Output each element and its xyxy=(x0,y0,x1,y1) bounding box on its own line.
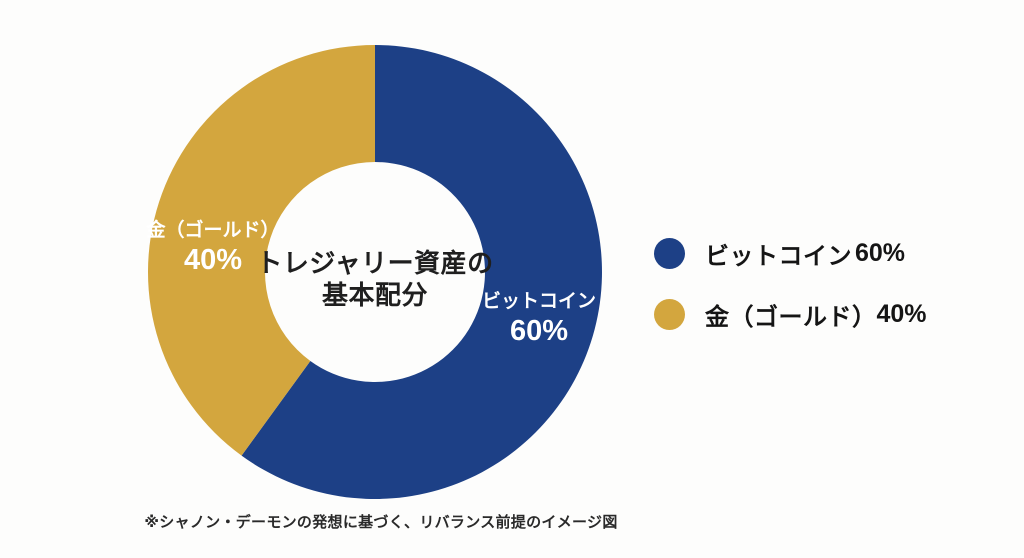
legend-label-bitcoin: ビットコイン xyxy=(705,243,852,270)
legend-label-gold: 金（ゴールド） xyxy=(705,304,877,331)
donut-chart xyxy=(147,45,602,499)
slice-label-gold-pct: 40% xyxy=(183,244,243,276)
slice-label-gold: 金（ゴールド） 40% xyxy=(128,218,298,276)
legend-value-bitcoin: 60% xyxy=(855,239,906,267)
chart-center-title-line1: トレジャリー資産の xyxy=(256,248,494,278)
legend-item-gold: 金（ゴールド） 40% xyxy=(654,297,927,332)
footnote: ※シャノン・デーモンの発想に基づく、リバランス前提のイメージ図 xyxy=(144,514,618,531)
pie-slice-gold xyxy=(147,45,375,456)
legend-value-gold: 40% xyxy=(876,300,927,328)
legend-item-bitcoin: ビットコイン 60% xyxy=(654,236,927,271)
slice-label-bitcoin-pct: 60% xyxy=(509,315,569,347)
slice-label-bitcoin: ビットコイン 60% xyxy=(459,289,619,347)
legend-swatch-gold-icon xyxy=(654,299,685,330)
chart-center-title-line2: 基本配分 xyxy=(321,280,428,310)
pie-slice-bitcoin xyxy=(241,45,602,499)
slice-label-gold-name: 金（ゴールド） xyxy=(146,220,280,241)
legend: ビットコイン 60% 金（ゴールド） 40% xyxy=(654,236,927,332)
slice-label-bitcoin-name: ビットコイン xyxy=(481,291,596,312)
chart-center-title: トレジャリー資産の 基本配分 xyxy=(225,247,525,311)
legend-swatch-bitcoin-icon xyxy=(654,238,685,269)
